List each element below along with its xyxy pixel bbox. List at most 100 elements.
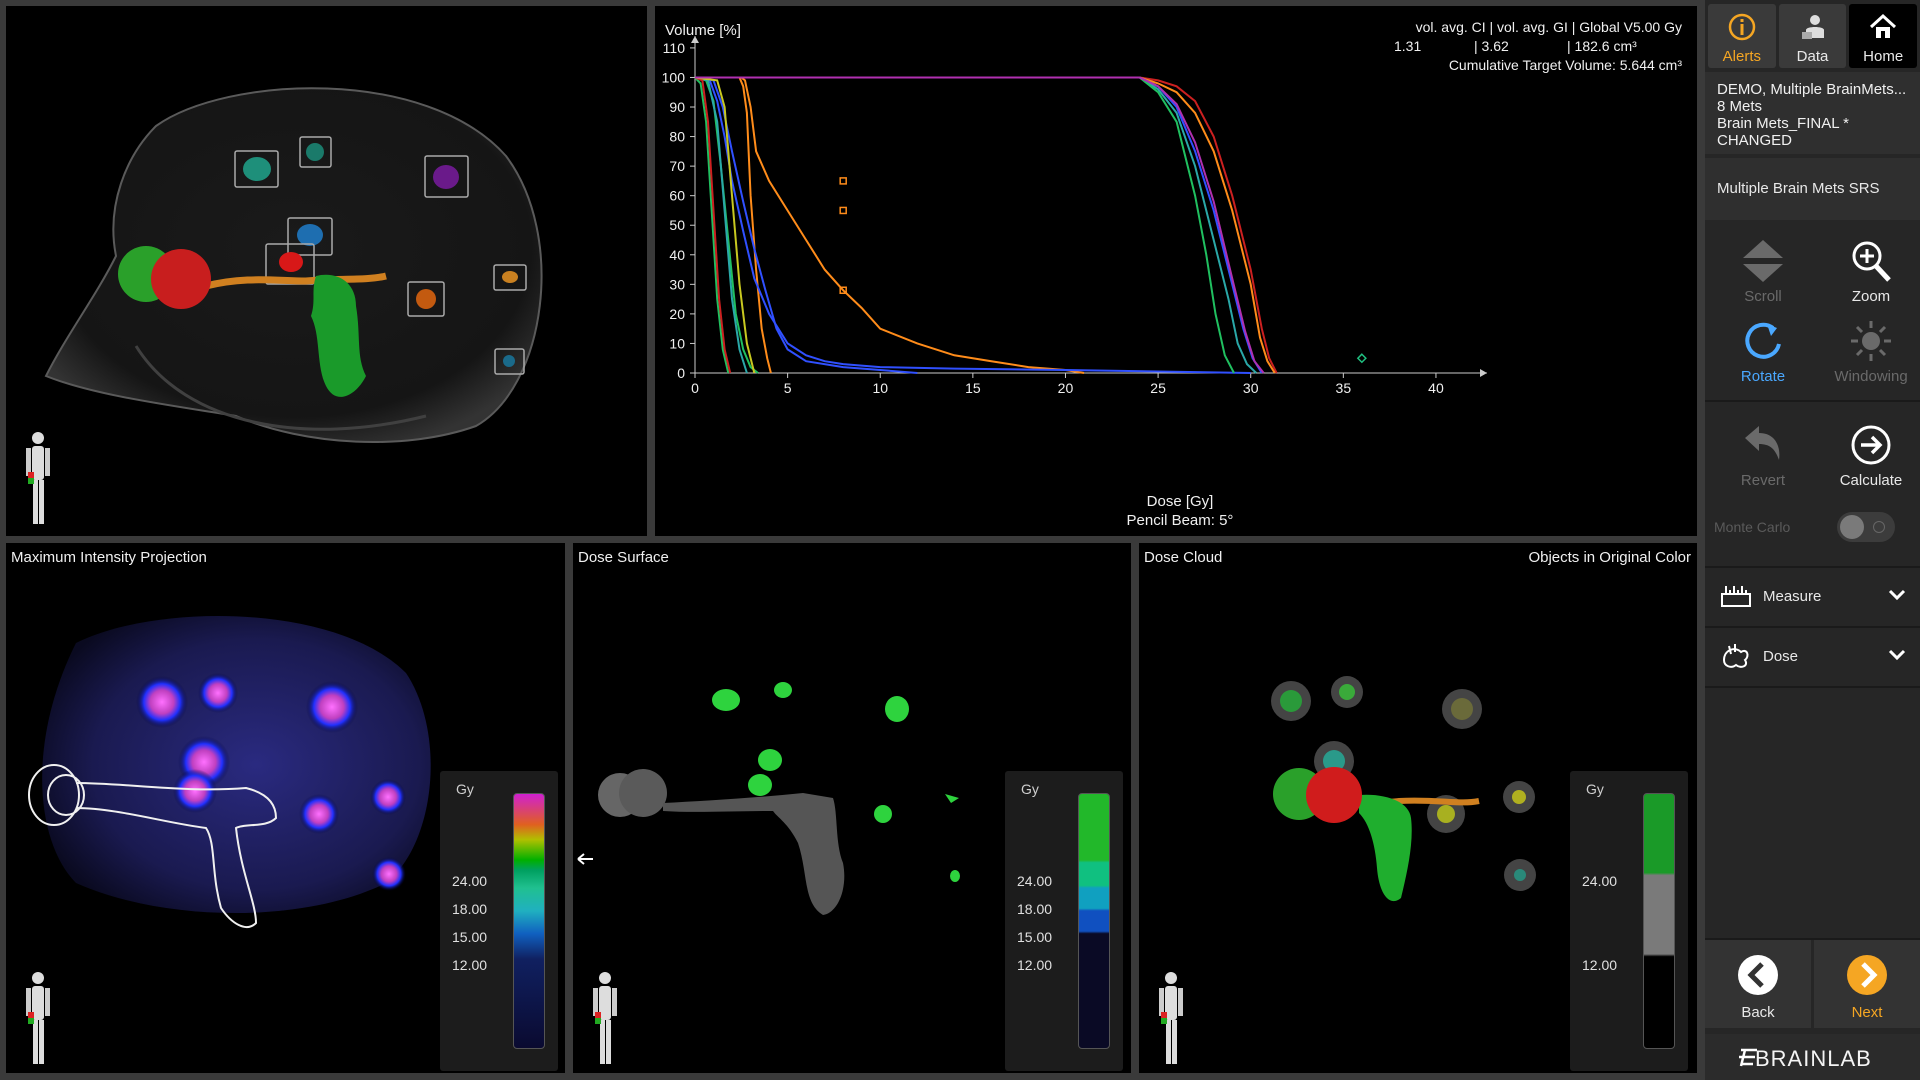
y-tick-label: 40 — [669, 247, 685, 263]
dvh-curve-7 — [694, 76, 732, 374]
orientation-figure-icon — [593, 972, 617, 1064]
tab-data[interactable]: Data — [1778, 4, 1847, 68]
x-tick-label: 10 — [872, 380, 888, 396]
plan-name: Brain Mets_FINAL * — [1717, 115, 1849, 132]
x-axis-arrow — [1480, 369, 1487, 377]
cloud-color-bar — [1643, 793, 1675, 1049]
mip-title: Maximum Intensity Projection — [11, 549, 207, 566]
dvh-subtitle: Pencil Beam: 5° — [1127, 512, 1234, 529]
y-tick-label: 80 — [669, 129, 685, 145]
monte-carlo-toggle[interactable] — [1837, 512, 1895, 542]
dvh-stats-header: vol. avg. CI | vol. avg. GI | Global V5.… — [1416, 19, 1682, 35]
orientation-figure-icon — [26, 972, 50, 1064]
next-arrow-icon — [1847, 955, 1887, 995]
mip-panel[interactable]: Maximum Intensity Projection Gy 24.00 18… — [6, 543, 565, 1073]
dvh-curve-12 — [695, 76, 1257, 374]
y-tick-label: 70 — [669, 158, 685, 174]
objects-original-color-label[interactable]: Objects in Original Color — [1528, 549, 1691, 566]
surface-dose-legend: Gy 24.00 18.00 15.00 12.00 — [1005, 771, 1123, 1071]
x-tick-label: 15 — [965, 380, 981, 396]
dvh-curve-2 — [694, 76, 1251, 374]
dvh-chart-panel[interactable]: 0 5 10 15 20 25 30 35 40 0 10 20 30 40 50 60 70 80 90 100 11… — [655, 6, 1697, 536]
y-tick-label: 60 — [669, 188, 685, 204]
dose-cloud-render — [1271, 676, 1536, 902]
undo-icon — [1745, 426, 1780, 460]
dvh-curve-9 — [695, 76, 1278, 374]
chevron-down-icon — [1888, 649, 1906, 661]
rotate-icon — [1745, 322, 1781, 359]
y-tick-label: 100 — [662, 69, 686, 85]
dvh-marker-2 — [839, 286, 847, 294]
measure-dropdown[interactable]: Measure — [1705, 568, 1920, 624]
back-button[interactable]: Back — [1705, 940, 1811, 1028]
x-tick-label: 25 — [1150, 380, 1166, 396]
x-tick-label: 35 — [1336, 380, 1352, 396]
dose-surface-title: Dose Surface — [578, 549, 669, 566]
scroll-button[interactable]: Scroll — [1713, 238, 1813, 305]
y-tick-label: 90 — [669, 99, 685, 115]
mip-dose-legend: Gy 24.00 18.00 15.00 12.00 — [440, 771, 558, 1071]
y-tick-label: 10 — [669, 335, 685, 351]
dvh-curve-8 — [694, 76, 756, 374]
surface-color-bar — [1078, 793, 1110, 1049]
next-button[interactable]: Next — [1814, 940, 1920, 1028]
toggle-knob — [1840, 515, 1864, 539]
home-icon — [1870, 13, 1897, 38]
dvh-marker-3 — [1356, 353, 1367, 364]
orientation-figure-icon — [26, 432, 50, 524]
dvh-stat-gi: | 3.62 — [1474, 38, 1509, 54]
zoom-button[interactable]: Zoom — [1821, 238, 1920, 305]
right-sidebar: Alerts Data Home DEMO, Multiple BrainMet… — [1705, 0, 1920, 1080]
dvh-chart: 0 5 10 15 20 25 30 35 40 0 10 20 30 40 50 60 70 80 90 100 11… — [662, 19, 1683, 529]
calculate-arrow-icon — [1851, 425, 1891, 465]
alert-icon — [1728, 13, 1756, 41]
windowing-icon — [1851, 321, 1891, 361]
tab-home[interactable]: Home — [1849, 4, 1918, 68]
zoom-icon — [1852, 241, 1891, 282]
tab-alerts[interactable]: Alerts — [1708, 4, 1776, 68]
dose-icon — [1722, 644, 1749, 668]
y-tick-label: 20 — [669, 306, 685, 322]
dvh-stat-ci: 1.31 — [1394, 38, 1421, 54]
x-tick-label: 40 — [1428, 380, 1444, 396]
3d-view-panel[interactable] — [6, 6, 647, 536]
cumulative-target-volume: Cumulative Target Volume: 5.644 cm³ — [1449, 57, 1683, 73]
dvh-curve-0 — [695, 76, 1085, 374]
dvh-stat-v5: | 182.6 cm³ — [1567, 38, 1637, 54]
y-tick-label: 50 — [669, 217, 685, 233]
dose-cloud-panel[interactable]: Dose Cloud Objects in Original Color Gy … — [1139, 543, 1697, 1073]
brainlab-mark-icon — [1739, 1048, 1757, 1067]
mip-color-bar — [513, 793, 545, 1049]
top-tab-row: Alerts Data Home — [1705, 0, 1920, 68]
plan-status: CHANGED — [1717, 132, 1793, 149]
dvh-curve-3 — [694, 76, 918, 374]
rotate-button[interactable]: Rotate — [1713, 318, 1813, 385]
windowing-button[interactable]: Windowing — [1821, 318, 1920, 385]
x-tick-label: 30 — [1243, 380, 1259, 396]
workflow-name: Multiple Brain Mets SRS — [1705, 158, 1920, 220]
patient-name: DEMO, Multiple BrainMets... — [1717, 81, 1907, 98]
dose-surface-panel[interactable]: Dose Surface Gy 24.00 18.00 15.00 12.00 — [573, 543, 1131, 1073]
y-tick-label: 30 — [669, 276, 685, 292]
dvh-curve-10 — [695, 76, 1276, 374]
calculate-button[interactable]: Calculate — [1821, 422, 1920, 489]
dvh-curve-1 — [695, 76, 772, 374]
y-axis-arrow — [691, 36, 699, 43]
patient-plan-info: DEMO, Multiple BrainMets... 8 Mets Brain… — [1705, 72, 1920, 154]
orientation-figure-icon — [1159, 972, 1183, 1064]
legend-unit: Gy — [456, 781, 474, 797]
brainlab-logo: BRAINLAB — [1705, 1034, 1920, 1080]
back-arrow-icon — [1738, 955, 1778, 995]
dvh-curve-13 — [695, 76, 1235, 374]
x-tick-label: 5 — [784, 380, 792, 396]
dose-dropdown[interactable]: Dose — [1705, 628, 1920, 684]
dvh-curve-6 — [694, 76, 748, 374]
3d-head-render — [44, 87, 543, 444]
y-axis-label: Volume [%] — [665, 22, 741, 39]
chevron-down-icon — [1888, 589, 1906, 601]
cloud-dose-legend: Gy 24.00 12.00 — [1570, 771, 1688, 1071]
patient-data-icon — [1801, 15, 1824, 39]
y-tick-label: 110 — [663, 40, 686, 56]
revert-button[interactable]: Revert — [1713, 422, 1813, 489]
x-tick-label: 20 — [1058, 380, 1074, 396]
